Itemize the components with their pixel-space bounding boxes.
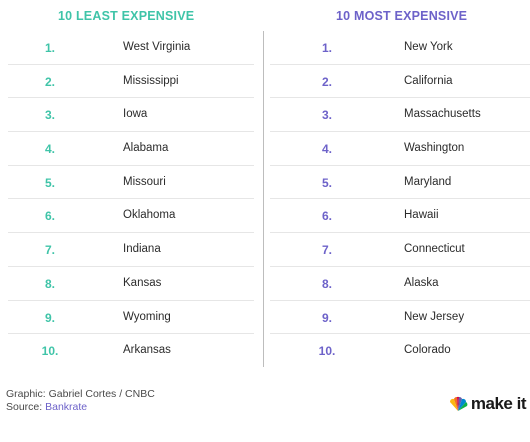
nbc-peacock-icon bbox=[449, 396, 468, 411]
list-item: 9. New Jersey bbox=[270, 301, 530, 335]
rank-number: 2. bbox=[321, 74, 332, 89]
state-name: Wyoming bbox=[123, 310, 171, 323]
rank-number: 1. bbox=[44, 41, 55, 55]
rank-number: 1. bbox=[321, 41, 332, 55]
rank-number: 3. bbox=[321, 108, 332, 123]
state-name: Connecticut bbox=[404, 243, 465, 256]
list-item: 6. Hawaii bbox=[270, 199, 530, 234]
rank-number: 2. bbox=[44, 74, 55, 89]
list-item: 3. Massachusetts bbox=[270, 98, 530, 133]
state-name: Massachusetts bbox=[404, 108, 481, 121]
state-name: Washington bbox=[404, 142, 465, 155]
state-name: Mississippi bbox=[123, 74, 179, 87]
credits: Graphic: Gabriel Cortes / CNBC Source: B… bbox=[6, 388, 155, 414]
list-item: 1. West Virginia bbox=[8, 31, 254, 65]
list-item: 7. Connecticut bbox=[270, 233, 530, 267]
list-item: 2. Mississippi bbox=[8, 65, 254, 99]
state-name: West Virginia bbox=[123, 41, 191, 53]
state-name: New Jersey bbox=[404, 310, 465, 323]
state-name: Kansas bbox=[123, 276, 162, 289]
rank-number: 5. bbox=[321, 175, 332, 190]
rank-number: 9. bbox=[44, 310, 55, 325]
column-divider bbox=[263, 31, 264, 367]
list-item: 5. Missouri bbox=[8, 166, 254, 200]
most-expensive-list: 1. New York 2. California 3. Massachusetts … bbox=[270, 31, 530, 368]
list-item: 8. Alaska bbox=[270, 267, 530, 301]
rank-number: 5. bbox=[44, 175, 55, 190]
list-item: 10. Colorado bbox=[270, 334, 530, 368]
state-name: Indiana bbox=[123, 243, 161, 256]
rank-number: 6. bbox=[44, 209, 55, 224]
state-name: Alaska bbox=[404, 276, 439, 289]
state-name: Arkansas bbox=[123, 344, 171, 357]
rank-number: 7. bbox=[321, 243, 332, 258]
rank-number: 3. bbox=[44, 108, 55, 123]
state-name: Colorado bbox=[404, 344, 451, 357]
source-label: Source: bbox=[6, 401, 46, 413]
rank-number: 8. bbox=[44, 276, 55, 291]
rank-number: 10. bbox=[318, 344, 336, 359]
state-name: Missouri bbox=[123, 175, 166, 188]
make-it-wordmark: make it bbox=[470, 394, 527, 413]
state-name: Oklahoma bbox=[123, 209, 176, 222]
list-item: 4. Washington bbox=[270, 132, 530, 166]
state-name: Iowa bbox=[123, 108, 148, 121]
most-expensive-title: 10 MOST EXPENSIVE bbox=[336, 9, 468, 23]
list-item: 3. Iowa bbox=[8, 98, 254, 133]
rank-number: 4. bbox=[321, 142, 332, 157]
state-name: California bbox=[404, 74, 453, 87]
list-item: 8. Kansas bbox=[8, 267, 254, 301]
rank-number: 10. bbox=[41, 344, 59, 359]
source-line: Source: Bankrate bbox=[6, 401, 155, 414]
list-item: 6. Oklahoma bbox=[8, 199, 254, 234]
list-item: 4. Alabama bbox=[8, 132, 254, 166]
list-item: 1. New York bbox=[270, 31, 530, 65]
state-name: New York bbox=[404, 41, 453, 53]
least-expensive-title: 10 LEAST EXPENSIVE bbox=[58, 9, 195, 23]
rank-number: 8. bbox=[321, 276, 332, 291]
state-name: Hawaii bbox=[404, 209, 439, 222]
rank-number: 7. bbox=[44, 243, 55, 258]
list-item: 9. Wyoming bbox=[8, 301, 254, 335]
state-name: Maryland bbox=[404, 175, 452, 188]
rank-number: 9. bbox=[321, 310, 332, 325]
list-item: 7. Indiana bbox=[8, 233, 254, 267]
source-link[interactable]: Bankrate bbox=[45, 401, 88, 413]
make-it-logo: make it bbox=[448, 394, 527, 414]
graphic-credit: Graphic: Gabriel Cortes / CNBC bbox=[6, 388, 155, 400]
list-item: 5. Maryland bbox=[270, 166, 530, 200]
list-item: 2. California bbox=[270, 65, 530, 99]
least-expensive-list: 1. West Virginia 2. Mississippi 3. Iowa 4. A… bbox=[8, 31, 254, 368]
state-name: Alabama bbox=[123, 142, 169, 155]
rank-number: 6. bbox=[321, 209, 332, 224]
rank-number: 4. bbox=[44, 142, 55, 157]
list-item: 10. Arkansas bbox=[8, 334, 254, 368]
